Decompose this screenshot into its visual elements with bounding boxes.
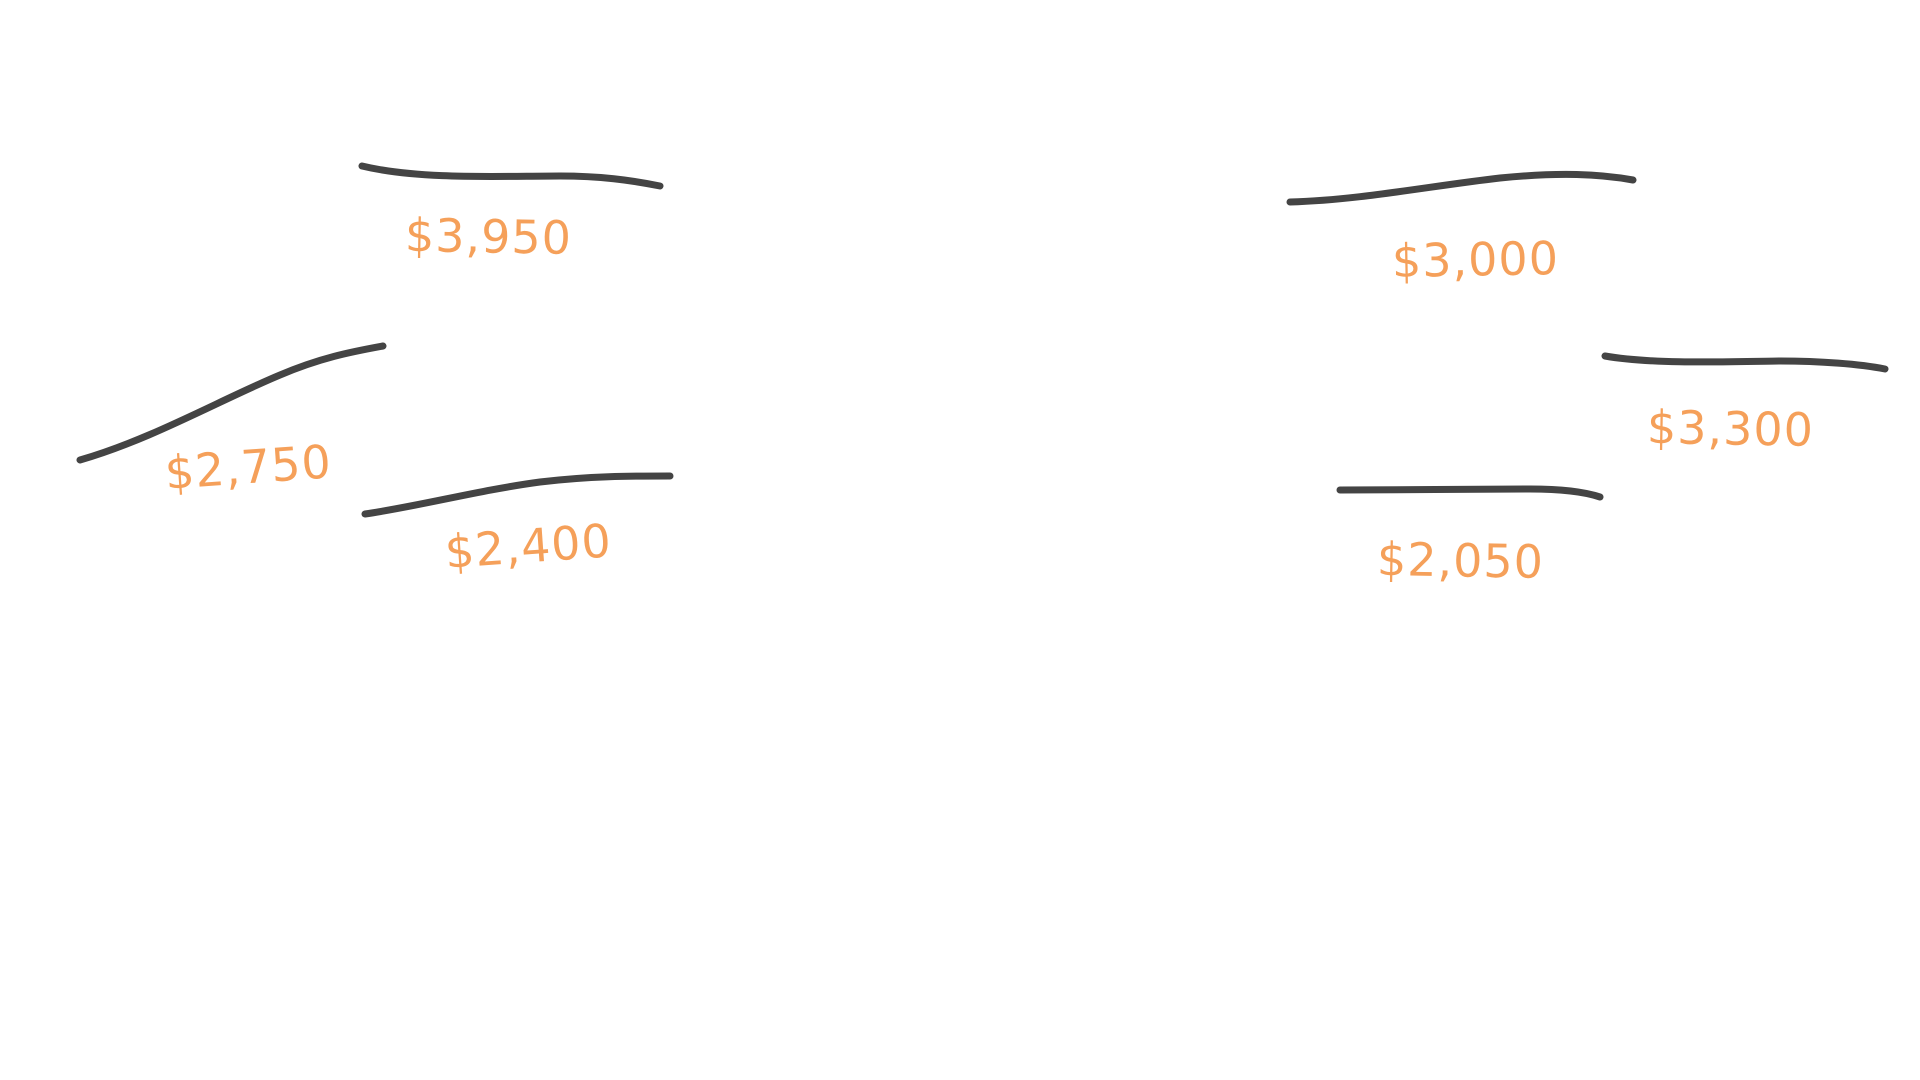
stroke-price-2050 <box>1340 489 1600 497</box>
price-label-2050: $2,050 <box>1377 532 1545 589</box>
price-label-3000: $3,000 <box>1392 231 1560 288</box>
price-label-3300: $3,300 <box>1647 400 1815 457</box>
price-label-3950: $3,950 <box>405 208 573 265</box>
stroke-price-3000 <box>1290 174 1633 202</box>
stroke-price-3950 <box>362 166 660 186</box>
stroke-price-2400 <box>365 476 670 514</box>
stroke-price-3300 <box>1605 356 1885 369</box>
